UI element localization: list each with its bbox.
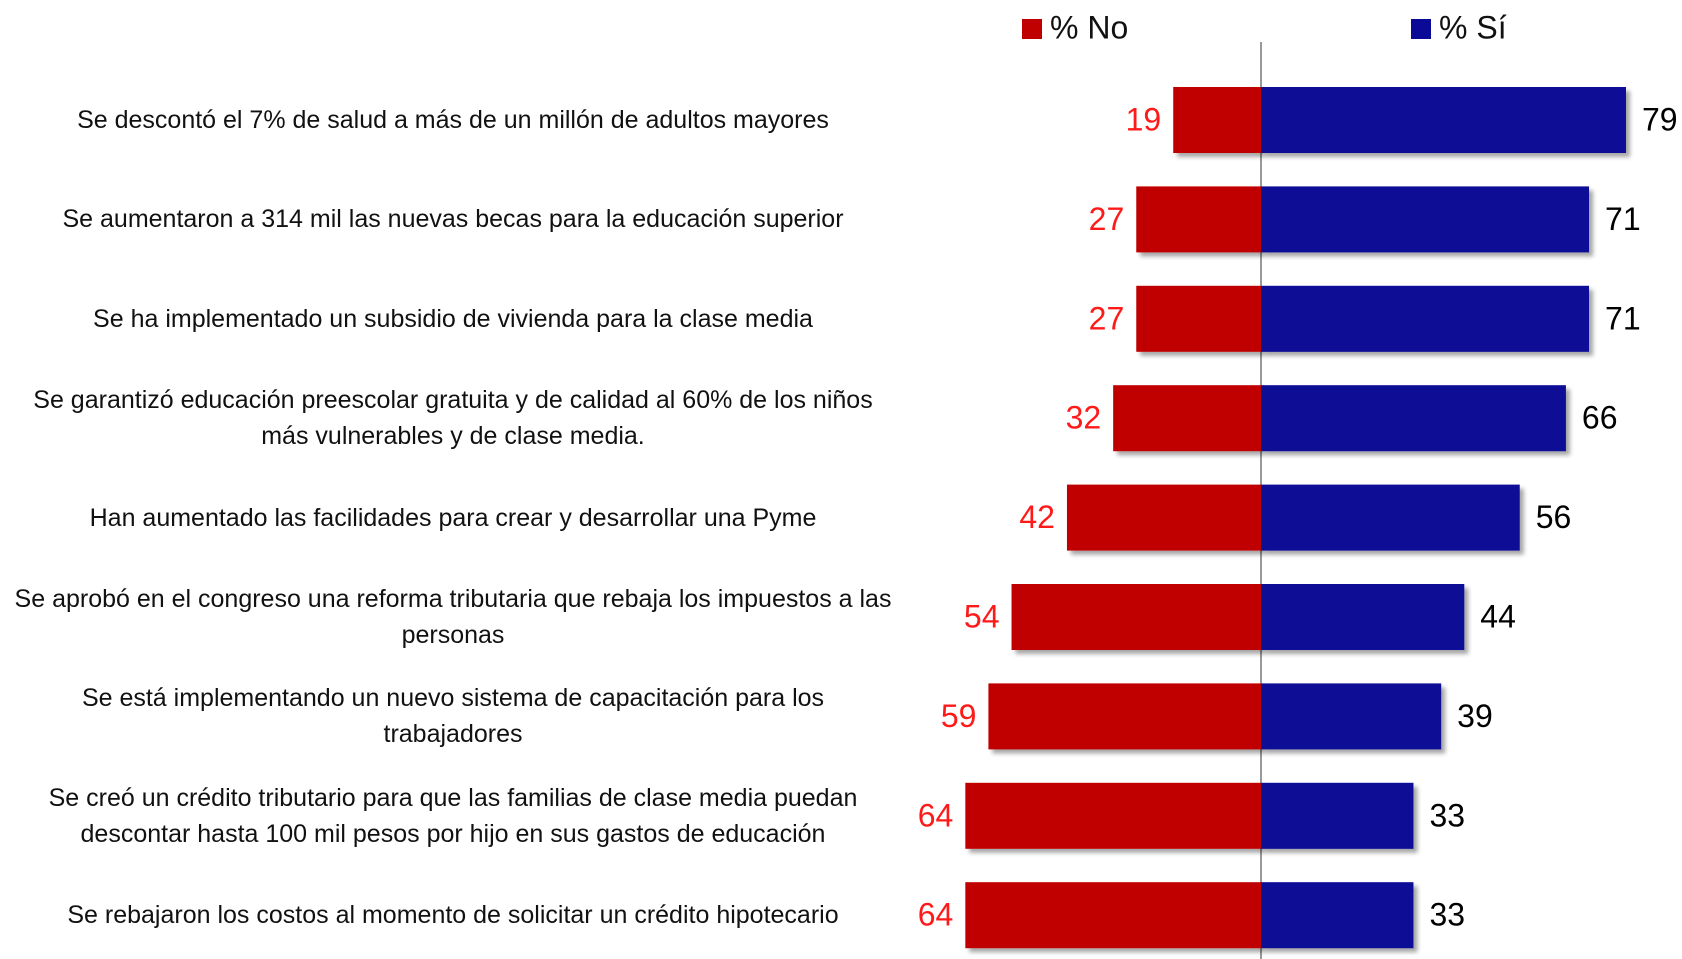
- category-label: Se ha implementado un subsidio de vivien…: [93, 304, 813, 333]
- bar: [1066, 484, 1261, 551]
- bar: [988, 683, 1261, 750]
- value-label: 64: [918, 797, 954, 833]
- value-label: 27: [1089, 300, 1125, 336]
- value-label: 19: [1126, 101, 1162, 137]
- bar: [965, 882, 1261, 949]
- value-label: 33: [1429, 897, 1465, 933]
- bar: [1136, 186, 1261, 253]
- legend-label: % Sí: [1439, 9, 1507, 45]
- bar: [1173, 87, 1261, 153]
- legend-swatch: [1022, 19, 1042, 39]
- bar: [1261, 186, 1590, 253]
- category-label: Se rebajaron los costos al momento de so…: [67, 901, 839, 930]
- value-label: 42: [1019, 499, 1055, 535]
- value-label: 44: [1480, 598, 1516, 634]
- value-label: 66: [1582, 400, 1618, 436]
- value-label: 27: [1089, 201, 1125, 237]
- legend-swatch: [1411, 19, 1431, 39]
- bar: [965, 782, 1261, 849]
- value-label: 71: [1605, 300, 1641, 336]
- bar: [1261, 584, 1465, 650]
- category-label: Se creó un crédito tributario para que l…: [48, 783, 858, 848]
- value-label: 39: [1457, 698, 1493, 734]
- category-label: Se aumentaron a 314 mil las nuevas becas…: [62, 205, 844, 234]
- bar: [1261, 385, 1566, 452]
- category-label: Se está implementando un nuevo sistema d…: [81, 684, 825, 749]
- bar: [1261, 285, 1590, 352]
- bar: [1261, 782, 1414, 849]
- value-label: 71: [1605, 201, 1641, 237]
- bar: [1261, 882, 1414, 949]
- category-label: Han aumentado las facilidades para crear…: [89, 503, 817, 532]
- value-label: 33: [1429, 797, 1465, 833]
- value-label: 79: [1642, 101, 1678, 137]
- value-label: 32: [1066, 400, 1102, 436]
- category-label: Se garantizó educación preescolar gratui…: [33, 386, 873, 451]
- legend-label: % No: [1050, 9, 1128, 45]
- category-label: Se aprobó en el congreso una reforma tri…: [14, 585, 892, 649]
- value-label: 59: [941, 698, 977, 734]
- bar: [1261, 484, 1520, 551]
- bar: [1011, 584, 1261, 650]
- value-label: 56: [1536, 499, 1572, 535]
- bar: [1136, 285, 1261, 352]
- bar: [1261, 683, 1442, 750]
- bar: [1113, 385, 1261, 452]
- bar: [1261, 87, 1626, 153]
- value-label: 54: [964, 598, 1000, 634]
- value-label: 64: [918, 897, 954, 933]
- category-label: Se descontó el 7% de salud a más de un m…: [77, 106, 829, 134]
